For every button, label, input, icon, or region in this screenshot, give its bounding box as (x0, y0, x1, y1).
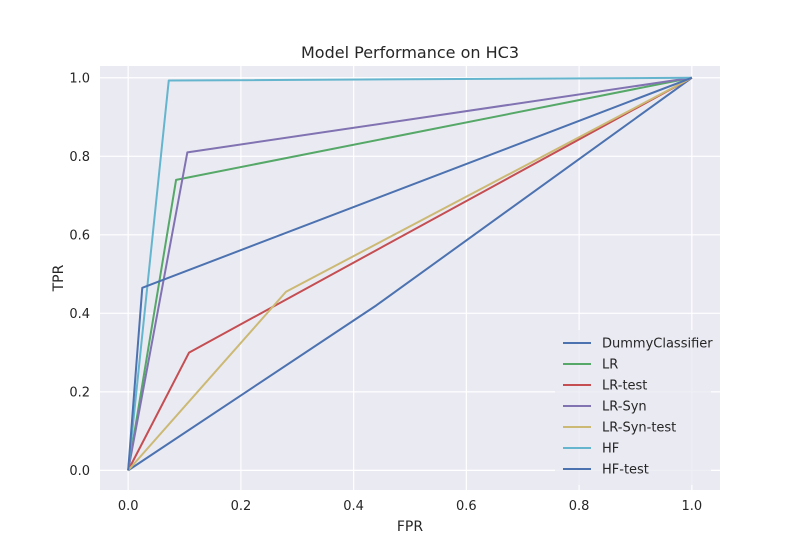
series-line-hf-test (127, 76, 693, 471)
x-tick-label: 0.8 (569, 499, 590, 514)
x-axis-label: FPR (397, 519, 423, 535)
legend-background (555, 330, 711, 485)
y-tick-label: 0.4 (69, 307, 90, 322)
series-line-dummyclassifier (127, 76, 693, 472)
series-line-lr-syn (127, 76, 692, 471)
legend-entry: LR-test (602, 379, 647, 394)
series-line-hf (127, 76, 692, 471)
legend-entry: HF (602, 442, 619, 457)
series-line-lr-test (127, 76, 693, 471)
chart-title: Model Performance on HC3 (301, 43, 519, 62)
y-axis-label: TPR (51, 264, 67, 292)
legend-entry: LR-Syn-test (602, 421, 676, 436)
x-axis-ticks: 0.0 0.2 0.4 0.6 0.8 1.0 (118, 499, 702, 514)
legend-entry: HF-test (602, 463, 649, 478)
series-lines (127, 76, 693, 472)
x-tick-label: 1.0 (681, 499, 702, 514)
y-tick-label: 0.8 (69, 150, 90, 165)
y-tick-label: 0.0 (69, 464, 90, 479)
x-tick-label: 0.0 (118, 499, 139, 514)
y-axis-ticks: 0.0 0.2 0.4 0.6 0.8 1.0 (69, 71, 90, 479)
x-tick-label: 0.6 (456, 499, 477, 514)
x-tick-label: 0.2 (231, 499, 252, 514)
y-tick-label: 0.6 (69, 228, 90, 243)
legend-entry: LR-Syn (602, 400, 647, 415)
y-tick-label: 0.2 (69, 385, 90, 400)
series-line-lr (127, 76, 693, 471)
legend-entry: LR (602, 358, 618, 373)
legend-entry: DummyClassifier (602, 337, 713, 352)
legend: DummyClassifier LR LR-test LR-Syn LR-Syn-tes… (555, 330, 713, 485)
series-line-lr-syn-test (127, 76, 693, 472)
grid (100, 66, 720, 490)
y-tick-label: 1.0 (69, 71, 90, 86)
x-tick-label: 0.4 (343, 499, 364, 514)
